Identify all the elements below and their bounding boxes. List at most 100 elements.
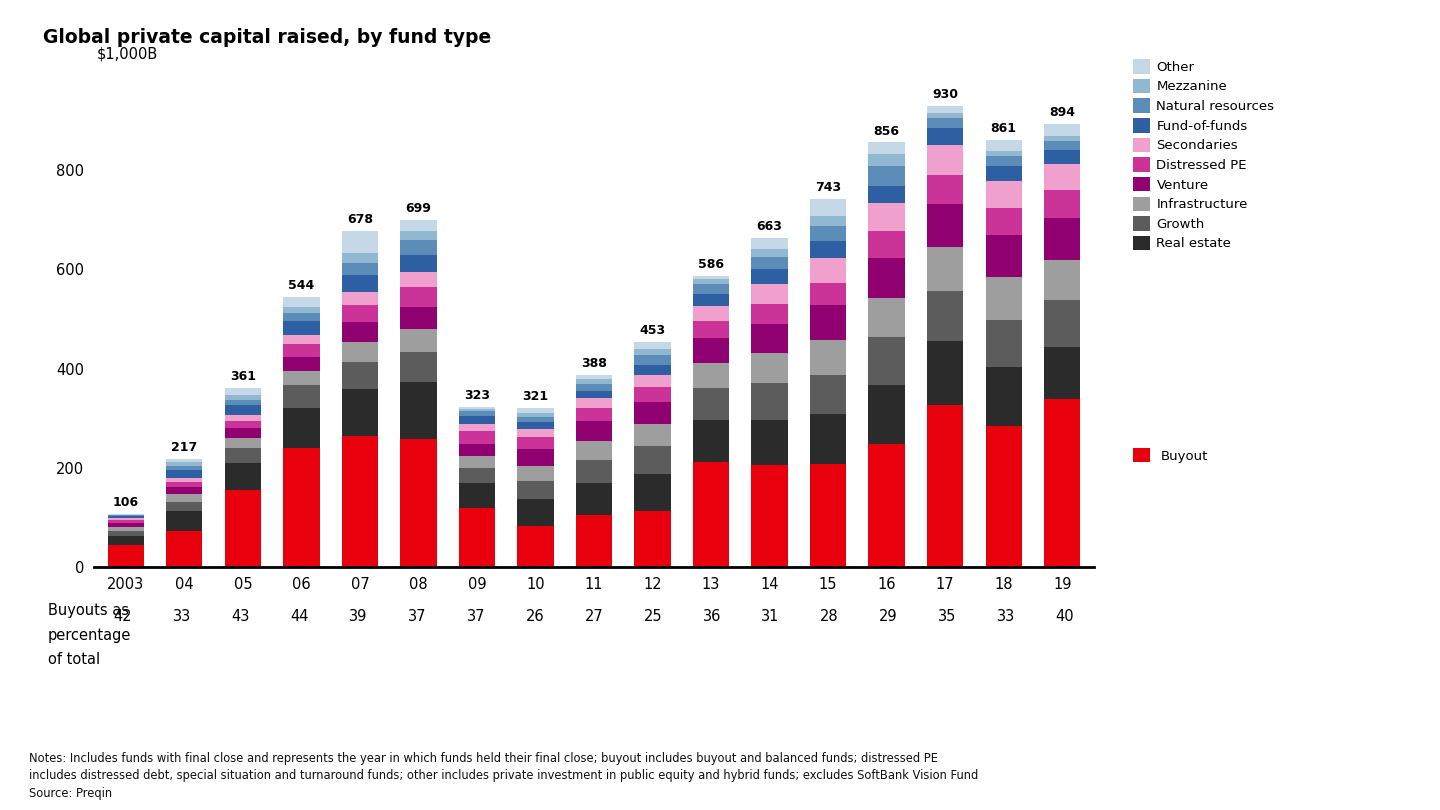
Bar xyxy=(341,231,379,253)
Bar xyxy=(927,292,963,341)
Bar xyxy=(927,246,963,292)
Bar xyxy=(166,471,203,478)
Text: 678: 678 xyxy=(347,213,373,226)
Text: 388: 388 xyxy=(582,356,606,369)
Text: 37: 37 xyxy=(467,609,485,625)
Bar xyxy=(635,402,671,424)
Bar xyxy=(400,330,436,352)
Bar xyxy=(809,414,847,464)
Bar xyxy=(459,444,495,456)
Bar xyxy=(809,241,847,258)
Text: 37: 37 xyxy=(408,609,426,625)
Bar xyxy=(225,388,261,395)
Bar xyxy=(1044,347,1080,399)
Bar xyxy=(868,298,904,338)
Text: 35: 35 xyxy=(937,609,956,625)
Bar xyxy=(166,487,203,494)
Bar xyxy=(517,449,553,467)
Bar xyxy=(517,467,553,481)
Bar xyxy=(166,463,203,467)
Bar xyxy=(985,151,1022,156)
Bar xyxy=(985,181,1022,208)
Bar xyxy=(225,490,261,567)
Bar xyxy=(927,128,963,145)
Bar xyxy=(809,226,847,241)
Bar xyxy=(1044,136,1080,141)
Bar xyxy=(108,535,144,544)
Bar xyxy=(459,424,495,431)
Bar xyxy=(225,428,261,438)
Text: 40: 40 xyxy=(1056,609,1074,625)
Text: of total: of total xyxy=(48,652,99,667)
Bar xyxy=(576,483,612,515)
Bar xyxy=(868,444,904,567)
Bar xyxy=(284,386,320,407)
Bar xyxy=(459,468,495,484)
Bar xyxy=(400,382,436,438)
Bar xyxy=(341,362,379,389)
Bar xyxy=(868,154,904,166)
Bar xyxy=(108,515,144,517)
Bar xyxy=(752,257,788,269)
Bar xyxy=(1044,218,1080,260)
Text: 586: 586 xyxy=(698,258,724,271)
Bar xyxy=(1044,150,1080,164)
Bar xyxy=(341,389,379,436)
Bar xyxy=(576,441,612,460)
Bar xyxy=(576,374,612,378)
Text: 217: 217 xyxy=(171,441,197,454)
Bar xyxy=(752,284,788,304)
Bar xyxy=(400,288,436,307)
Bar xyxy=(752,323,788,353)
Bar xyxy=(576,408,612,420)
Bar xyxy=(927,405,963,567)
Bar xyxy=(752,353,788,383)
Bar xyxy=(752,420,788,465)
Bar xyxy=(635,374,671,387)
Bar xyxy=(1044,260,1080,301)
Text: 25: 25 xyxy=(644,609,662,625)
Text: 861: 861 xyxy=(991,122,1017,135)
Bar xyxy=(400,255,436,272)
Bar xyxy=(284,371,320,386)
Bar xyxy=(809,305,847,340)
Bar xyxy=(517,413,553,416)
Bar xyxy=(284,307,320,313)
Bar xyxy=(517,526,553,567)
Bar xyxy=(459,431,495,444)
Bar xyxy=(284,313,320,321)
Text: Buyouts as: Buyouts as xyxy=(48,603,128,619)
Bar xyxy=(927,175,963,204)
Bar xyxy=(284,297,320,307)
Bar xyxy=(635,343,671,349)
Bar xyxy=(459,411,495,416)
Bar xyxy=(752,249,788,257)
Bar xyxy=(868,143,904,154)
Bar xyxy=(693,363,729,388)
Bar xyxy=(809,216,847,226)
Text: 33: 33 xyxy=(173,609,192,625)
Bar xyxy=(868,186,904,203)
Bar xyxy=(868,203,904,231)
Bar xyxy=(752,465,788,567)
Bar xyxy=(341,262,379,275)
Bar xyxy=(635,364,671,374)
Bar xyxy=(868,231,904,258)
Text: 743: 743 xyxy=(815,181,841,194)
Bar xyxy=(341,275,379,292)
Text: 27: 27 xyxy=(585,609,603,625)
Text: 31: 31 xyxy=(762,609,780,625)
Bar xyxy=(635,446,671,474)
Text: 33: 33 xyxy=(996,609,1015,625)
Bar xyxy=(166,478,203,482)
Bar xyxy=(985,319,1022,367)
Bar xyxy=(284,321,320,335)
Bar xyxy=(341,322,379,342)
Text: 323: 323 xyxy=(464,389,490,402)
Bar xyxy=(985,166,1022,181)
Text: 930: 930 xyxy=(932,87,958,100)
Bar xyxy=(166,531,203,567)
Bar xyxy=(225,463,261,490)
Bar xyxy=(341,436,379,567)
Bar xyxy=(985,208,1022,235)
